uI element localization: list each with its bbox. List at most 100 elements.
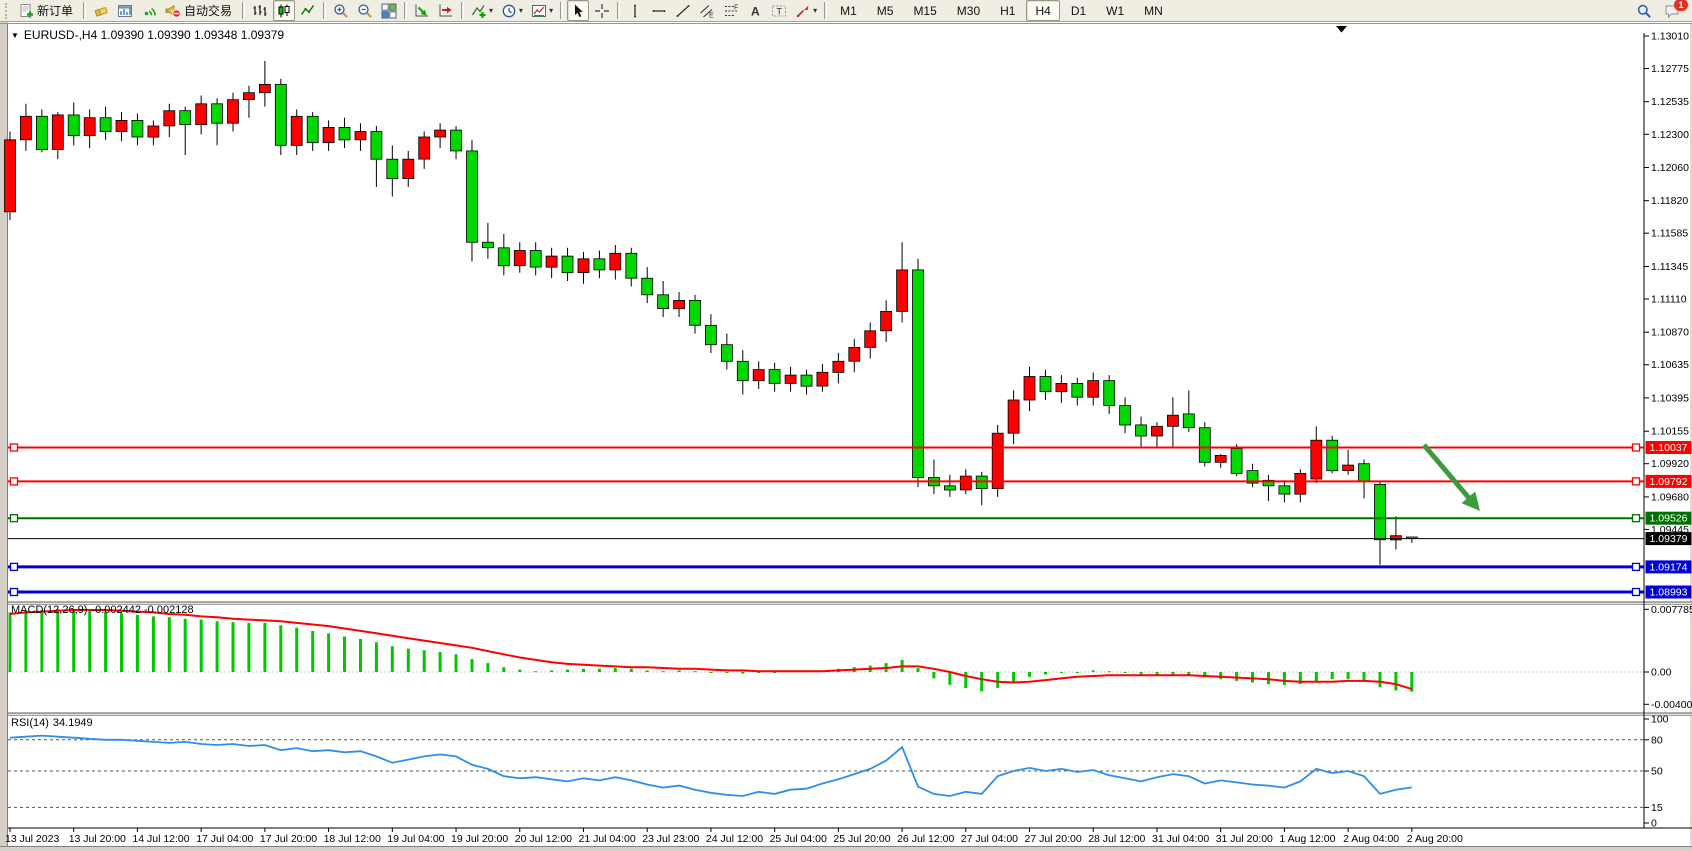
svg-text:1.10037: 1.10037 bbox=[1650, 442, 1688, 454]
signals-icon bbox=[144, 7, 156, 16]
chevron-down-icon: ▾ bbox=[549, 6, 554, 15]
toolbar-grip[interactable] bbox=[5, 2, 12, 19]
tf-m1-button[interactable]: M1 bbox=[831, 0, 866, 21]
chart-shift-button[interactable] bbox=[435, 0, 457, 21]
bearish-arrow-annotation bbox=[1461, 491, 1480, 511]
tf-h1-button[interactable]: H1 bbox=[991, 0, 1024, 21]
svg-text:31 Jul 04:00: 31 Jul 04:00 bbox=[1152, 833, 1209, 845]
svg-text:1.11585: 1.11585 bbox=[1651, 228, 1688, 240]
equidistant-channel-button[interactable]: E bbox=[696, 0, 718, 21]
toolbar-separator bbox=[242, 2, 246, 19]
svg-text:T: T bbox=[777, 6, 783, 16]
signals-button[interactable] bbox=[138, 0, 160, 21]
chart-title-text: EURUSD-,H4 1.09390 1.09390 1.09348 1.093… bbox=[23, 28, 285, 42]
svg-text:1.11820: 1.11820 bbox=[1651, 195, 1688, 207]
svg-text:19 Jul 20:00: 19 Jul 20:00 bbox=[451, 833, 508, 845]
new-chart-icon bbox=[118, 4, 133, 17]
indicators-icon bbox=[471, 4, 486, 18]
autotrade-icon bbox=[165, 4, 181, 18]
candlestick-button[interactable] bbox=[273, 0, 296, 21]
svg-text:1.10155: 1.10155 bbox=[1651, 426, 1689, 438]
toolbar-separator bbox=[617, 2, 621, 19]
bar-chart-button[interactable] bbox=[249, 0, 271, 21]
svg-text:14 Jul 12:00: 14 Jul 12:00 bbox=[132, 833, 189, 845]
tf-m30-button[interactable]: M30 bbox=[948, 0, 989, 21]
svg-text:1.11345: 1.11345 bbox=[1651, 261, 1688, 273]
svg-text:31 Jul 20:00: 31 Jul 20:00 bbox=[1216, 833, 1273, 845]
auto-trading-button[interactable]: 自动交易 bbox=[162, 0, 238, 21]
svg-text:26 Jul 12:00: 26 Jul 12:00 bbox=[897, 833, 954, 845]
tf-mn-button[interactable]: MN bbox=[1135, 0, 1172, 21]
trendline-button[interactable] bbox=[672, 0, 694, 21]
svg-text:1.10635: 1.10635 bbox=[1651, 359, 1689, 371]
svg-text:17 Jul 20:00: 17 Jul 20:00 bbox=[260, 833, 317, 845]
zoom-out-button[interactable] bbox=[354, 0, 376, 21]
button-label: H4 bbox=[1035, 3, 1051, 18]
notifications-button[interactable]: 1 bbox=[1661, 0, 1688, 22]
tile-windows-button[interactable] bbox=[378, 0, 400, 21]
templates-button[interactable]: ▾ bbox=[528, 0, 556, 21]
crosshair-button[interactable] bbox=[591, 0, 613, 21]
toolbar-separator bbox=[461, 2, 465, 19]
tf-h4-button[interactable]: H4 bbox=[1026, 0, 1060, 21]
chart-ohlc-title[interactable]: ▼ EURUSD-,H4 1.09390 1.09390 1.09348 1.0… bbox=[11, 28, 284, 42]
search-button[interactable] bbox=[1633, 1, 1655, 22]
rsi-indicator-label: RSI(14) 34.1949 bbox=[11, 717, 97, 729]
svg-text:1.09792: 1.09792 bbox=[1650, 476, 1688, 488]
rsi-value: 34.1949 bbox=[52, 717, 93, 729]
new-order-button[interactable]: 新订单 bbox=[15, 0, 79, 21]
svg-text:25 Jul 20:00: 25 Jul 20:00 bbox=[833, 833, 890, 845]
button-label: D1 bbox=[1070, 3, 1087, 18]
chart-collapse-icon[interactable]: ▼ bbox=[11, 30, 19, 40]
toolbar-buttons: 新订单 自动交易 ▾ ▾ ▾ E F A T ▾ M1 M5 M15 M30 H1 H4 D1 W1 MN bbox=[14, 0, 1173, 22]
svg-text:1.13010: 1.13010 bbox=[1651, 31, 1689, 43]
svg-text:21 Jul 04:00: 21 Jul 04:00 bbox=[579, 833, 636, 845]
hline-icon bbox=[652, 9, 666, 12]
clock-icon bbox=[502, 4, 516, 17]
macd-name: MACD(12,26,9) bbox=[11, 604, 88, 616]
tf-w1-button[interactable]: W1 bbox=[1097, 0, 1133, 21]
tf-m5-button[interactable]: M5 bbox=[868, 0, 903, 21]
horizontal-line-button[interactable] bbox=[648, 0, 670, 21]
svg-text:2 Aug 04:00: 2 Aug 04:00 bbox=[1343, 833, 1399, 845]
arrows-button[interactable]: ▾ bbox=[792, 0, 820, 21]
vertical-line-button[interactable] bbox=[624, 0, 646, 21]
button-label: M30 bbox=[956, 3, 981, 18]
indicators-button[interactable]: ▾ bbox=[468, 0, 496, 21]
tf-m15-button[interactable]: M15 bbox=[904, 0, 945, 21]
periods-button[interactable]: ▾ bbox=[498, 0, 526, 21]
zoom-in-button[interactable] bbox=[330, 0, 352, 21]
text-label-button[interactable]: T bbox=[768, 0, 790, 21]
cursor-icon bbox=[575, 4, 583, 17]
new-chart-button[interactable] bbox=[114, 0, 136, 21]
text-t-icon: T bbox=[772, 5, 787, 16]
svg-text:1.12300: 1.12300 bbox=[1651, 129, 1689, 141]
svg-text:18 Jul 12:00: 18 Jul 12:00 bbox=[324, 833, 381, 845]
svg-text:1.08993: 1.08993 bbox=[1650, 587, 1688, 599]
cursor-button[interactable] bbox=[567, 0, 590, 21]
text-a-icon: A bbox=[751, 4, 760, 18]
svg-text:13 Jul 20:00: 13 Jul 20:00 bbox=[69, 833, 126, 845]
fibo-icon: F bbox=[725, 4, 738, 16]
text-button[interactable]: A bbox=[744, 0, 766, 21]
rsi-name: RSI(14) bbox=[11, 717, 49, 729]
svg-text:0: 0 bbox=[1651, 818, 1657, 830]
line-chart-button[interactable] bbox=[297, 0, 319, 21]
svg-text:80: 80 bbox=[1651, 734, 1663, 746]
chevron-down-icon: ▾ bbox=[489, 6, 494, 15]
svg-text:50: 50 bbox=[1651, 766, 1663, 778]
fibonacci-button[interactable]: F bbox=[720, 0, 742, 21]
auto-scroll-button[interactable] bbox=[411, 0, 433, 21]
button-label: 自动交易 bbox=[184, 4, 233, 18]
svg-text:20 Jul 12:00: 20 Jul 12:00 bbox=[515, 833, 572, 845]
svg-text:25 Jul 04:00: 25 Jul 04:00 bbox=[770, 833, 827, 845]
linechart-icon bbox=[300, 4, 315, 15]
toolbar-right: 1 bbox=[1632, 0, 1688, 22]
clear-objects-button[interactable] bbox=[90, 0, 112, 21]
button-label: MN bbox=[1144, 3, 1163, 18]
svg-text:0.00: 0.00 bbox=[1651, 667, 1672, 679]
tf-d1-button[interactable]: D1 bbox=[1062, 0, 1095, 21]
toolbar-separator bbox=[323, 2, 327, 19]
svg-text:1.10395: 1.10395 bbox=[1651, 392, 1689, 404]
